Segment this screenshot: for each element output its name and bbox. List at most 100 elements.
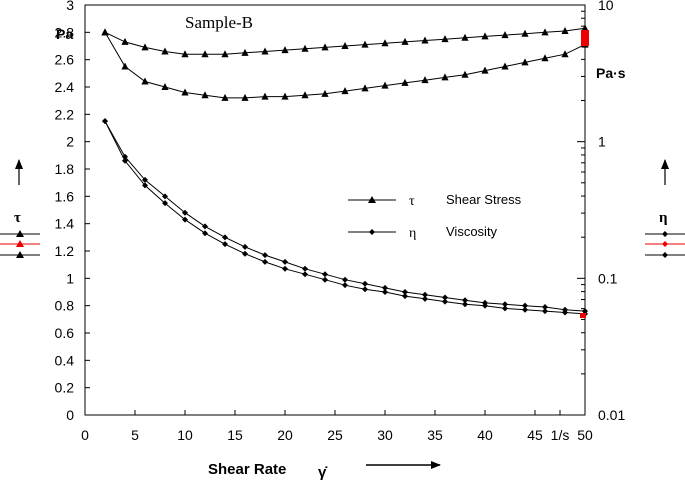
series-line — [104, 27, 586, 55]
data-point-triangle — [421, 36, 429, 44]
data-point-triangle — [221, 50, 229, 58]
data-point-triangle — [321, 43, 329, 51]
left-tick-label: 0 — [66, 407, 74, 423]
left-tick-label: 1.2 — [55, 243, 75, 259]
legend: τ Shear Stress η Viscosity — [348, 192, 522, 241]
data-point-diamond — [242, 243, 248, 250]
x-tick-label: 35 — [427, 427, 443, 443]
left-tick-label: 1 — [66, 270, 74, 286]
key-triangle-3 — [16, 251, 24, 258]
data-point-diamond — [502, 301, 508, 308]
data-point-triangle — [401, 37, 409, 45]
data-point-diamond — [262, 258, 268, 265]
right-axis-ticks: 0.01 0.1 1 10 — [577, 0, 625, 423]
data-point-diamond — [162, 200, 168, 207]
data-point-triangle — [121, 62, 129, 70]
legend-symbol-tau: τ — [409, 194, 415, 209]
data-point-diamond — [282, 265, 288, 272]
data-point-diamond — [182, 209, 188, 216]
data-point-triangle — [561, 26, 569, 34]
x-axis-symbol: γ̇ — [318, 464, 328, 481]
left-tick-label: 0.8 — [55, 298, 75, 314]
data-point-diamond — [322, 271, 328, 278]
right-axis-symbol: η — [659, 210, 668, 226]
x-tick-label: 5 — [131, 427, 139, 443]
left-tick-label: 1.6 — [55, 188, 75, 204]
x-axis-ticks: 0 5 10 15 20 25 30 35 40 45 1/s 50 — [81, 410, 593, 443]
plot-frame — [84, 4, 586, 416]
data-point-triangle — [201, 91, 209, 99]
left-tick-label: 1.8 — [55, 161, 75, 177]
left-tick-label: 2.2 — [55, 106, 75, 122]
left-axis-symbol: τ — [14, 210, 21, 226]
data-point-diamond — [442, 294, 448, 301]
data-point-diamond — [142, 182, 148, 189]
data-point-triangle — [321, 89, 329, 97]
data-point-triangle — [201, 50, 209, 58]
data-point-triangle — [241, 93, 249, 101]
legend-symbol-eta: η — [409, 226, 416, 241]
right-axis-symbol-key: η — [645, 159, 685, 258]
data-point-diamond — [522, 302, 528, 309]
x-tick-label: 40 — [477, 427, 493, 443]
data-point-triangle — [461, 70, 469, 78]
data-point-triangle — [301, 91, 309, 99]
right-tick-label: 0.1 — [598, 270, 618, 286]
data-point-triangle — [481, 32, 489, 40]
data-point-triangle — [541, 54, 549, 62]
data-point-triangle — [561, 50, 569, 58]
series-0 — [101, 24, 589, 58]
data-point-diamond — [302, 271, 308, 278]
left-tick-label: 2.6 — [55, 52, 75, 68]
data-point-diamond — [342, 282, 348, 289]
data-point-diamond — [122, 157, 128, 164]
data-point-diamond — [262, 252, 268, 259]
right-tick-label: 1 — [598, 134, 606, 150]
data-point-diamond — [402, 293, 408, 300]
legend-entry-shear-stress: τ Shear Stress — [348, 192, 522, 209]
key-diamond-1 — [662, 231, 668, 237]
data-point-diamond — [422, 291, 428, 298]
x-tick-label: 30 — [377, 427, 393, 443]
legend-triangle-marker — [368, 196, 376, 203]
data-point-triangle — [341, 42, 349, 49]
data-point-triangle — [101, 28, 109, 36]
right-axis-unit: Pa·s — [596, 65, 626, 81]
data-point-triangle — [501, 62, 509, 70]
data-point-triangle — [281, 92, 289, 100]
data-point-triangle — [161, 83, 169, 90]
chart-title: Sample-B — [185, 13, 253, 32]
x-tick-label: 20 — [277, 427, 293, 443]
legend-entry-viscosity: η Viscosity — [348, 224, 498, 241]
data-point-diamond — [202, 223, 208, 230]
data-point-triangle — [141, 77, 149, 85]
data-point-diamond — [302, 265, 308, 272]
data-point-triangle — [261, 47, 269, 55]
data-point-triangle — [301, 44, 309, 52]
key-triangle-1 — [16, 230, 24, 237]
data-point-diamond — [222, 234, 228, 241]
left-tick-label: 0.6 — [55, 325, 75, 341]
left-tick-label: 0.2 — [55, 380, 75, 396]
data-point-triangle — [261, 92, 269, 100]
data-point-diamond — [462, 301, 468, 308]
data-point-diamond — [442, 298, 448, 305]
data-point-diamond — [182, 216, 188, 223]
data-point-triangle — [281, 46, 289, 54]
data-point-triangle — [181, 50, 189, 58]
data-point-diamond — [242, 250, 248, 257]
data-point-triangle — [441, 73, 449, 81]
legend-label-viscosity: Viscosity — [446, 224, 498, 239]
left-axis-unit: Pa — [56, 26, 73, 42]
data-point-triangle — [221, 93, 229, 101]
data-point-diamond — [282, 258, 288, 265]
data-point-triangle — [121, 37, 129, 45]
data-point-triangle — [381, 81, 389, 89]
data-point-triangle — [481, 66, 489, 74]
legend-label-shear-stress: Shear Stress — [446, 192, 522, 207]
data-point-diamond — [362, 280, 368, 287]
x-tick-label: 1/s — [551, 427, 570, 443]
data-point-triangle — [361, 84, 369, 92]
data-point-triangle — [521, 29, 529, 37]
data-point-triangle — [241, 48, 249, 56]
